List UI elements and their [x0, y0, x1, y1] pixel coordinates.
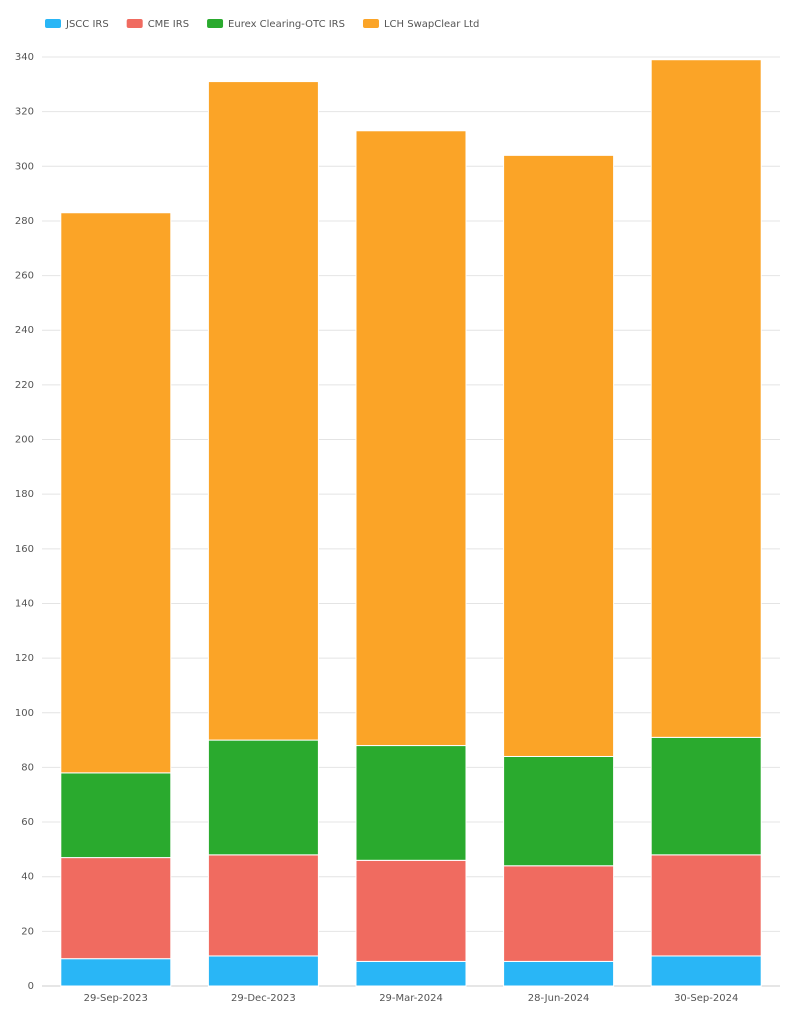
y-tick-label: 0 — [28, 981, 34, 992]
y-tick-label: 260 — [15, 271, 34, 282]
bar-segment — [207, 739, 319, 856]
legend-swatch — [126, 19, 143, 28]
y-tick-label: 60 — [21, 817, 34, 828]
y-tick-label: 80 — [21, 762, 34, 773]
y-tick-label: 160 — [15, 544, 34, 555]
bar-segment — [207, 81, 319, 741]
bar-segment — [503, 960, 615, 987]
bar-segment — [207, 854, 319, 957]
y-tick-label: 340 — [15, 52, 34, 63]
y-tick-label: 280 — [15, 216, 34, 227]
y-tick-label: 200 — [15, 435, 34, 446]
bar-segment — [355, 859, 467, 962]
legend-label: Eurex Clearing-OTC IRS — [228, 19, 345, 30]
legend-label: LCH SwapClear Ltd — [384, 19, 479, 30]
bar-segment — [503, 755, 615, 867]
x-tick-label: 29-Mar-2024 — [379, 993, 443, 1004]
legend-label: JSCC IRS — [65, 19, 109, 30]
bar-segment — [207, 955, 319, 987]
y-tick-label: 300 — [15, 161, 34, 172]
y-tick-label: 240 — [15, 325, 34, 336]
legend-swatch — [207, 19, 224, 28]
bar-segment — [650, 854, 762, 957]
bar-segment — [60, 857, 172, 960]
y-tick-label: 320 — [15, 107, 34, 118]
y-tick-label: 40 — [21, 872, 34, 883]
legend-swatch — [45, 19, 61, 28]
bar-segment — [60, 958, 172, 987]
legend-label: CME IRS — [148, 19, 189, 30]
y-tick-label: 140 — [15, 598, 34, 609]
y-tick-label: 180 — [15, 489, 34, 500]
y-tick-label: 100 — [15, 708, 34, 719]
bar-segment — [650, 736, 762, 856]
x-tick-label: 29-Sep-2023 — [84, 993, 148, 1004]
bar-segment — [60, 212, 172, 774]
x-tick-label: 30-Sep-2024 — [674, 993, 738, 1004]
bar-segment — [503, 154, 615, 757]
bar-segment — [503, 865, 615, 962]
bar-segment — [355, 960, 467, 987]
y-tick-label: 120 — [15, 653, 34, 664]
bar-segment — [355, 745, 467, 861]
bar-segment — [650, 59, 762, 738]
legend-swatch — [362, 19, 379, 28]
bar-segment — [355, 130, 467, 747]
x-tick-label: 28-Jun-2024 — [528, 993, 590, 1004]
y-tick-label: 220 — [15, 380, 34, 391]
bar-segment — [60, 772, 172, 859]
y-tick-label: 20 — [21, 926, 34, 937]
bar-segment — [650, 955, 762, 987]
x-tick-label: 29-Dec-2023 — [231, 993, 296, 1004]
